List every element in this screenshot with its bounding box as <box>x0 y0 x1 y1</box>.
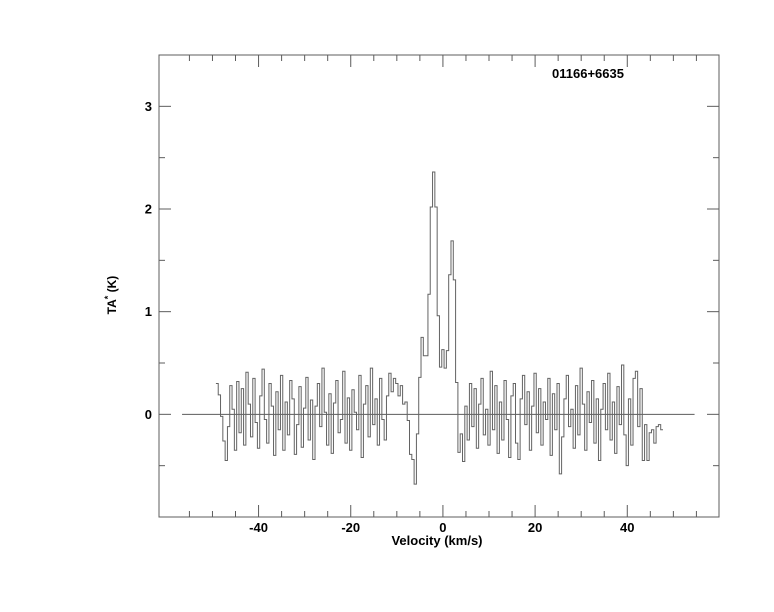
y-tick-label: 1 <box>145 304 152 319</box>
y-axis-label-unit: (K) <box>105 275 119 296</box>
plot-box <box>158 54 720 518</box>
x-axis-label: Velocity (km/s) <box>391 533 483 548</box>
y-axis-label: TA* (K) <box>103 245 119 345</box>
x-tick-label: -40 <box>249 520 268 535</box>
y-tick-label: 0 <box>145 407 152 422</box>
y-axis-label-base: TA <box>105 299 119 315</box>
x-tick-label: 20 <box>528 520 542 535</box>
x-tick-label: 40 <box>620 520 634 535</box>
x-tick-label: -20 <box>341 520 360 535</box>
x-tick-label: 0 <box>439 520 446 535</box>
y-tick-label: 2 <box>145 202 152 217</box>
source-label: 01166+6635 <box>552 66 624 81</box>
y-tick-label: 3 <box>145 99 152 114</box>
spectrum-line <box>215 171 663 485</box>
y-axis-label-sup: * <box>103 295 113 300</box>
